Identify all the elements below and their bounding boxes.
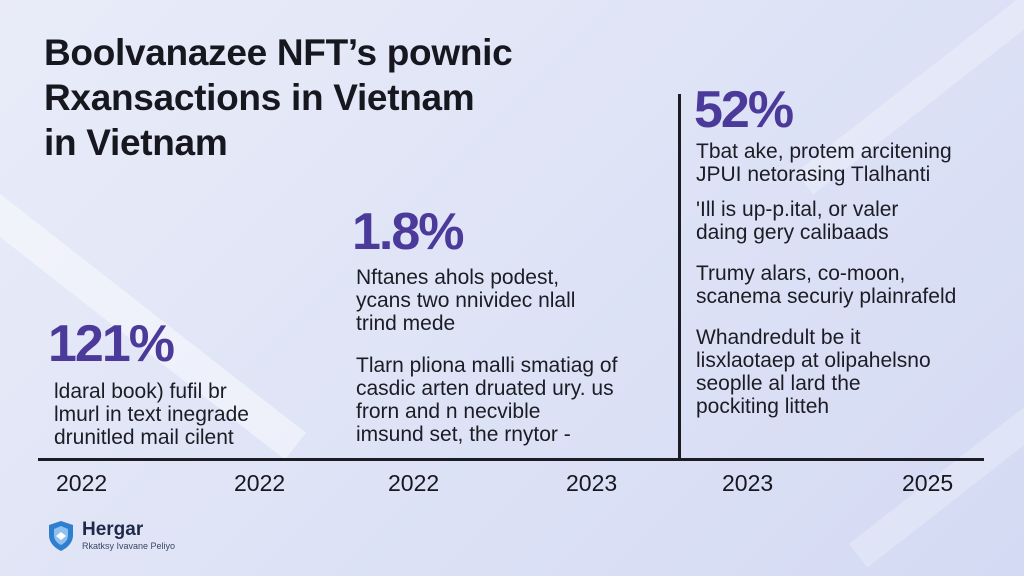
title-line-1: Boolvanazee NFT’s pownic [44, 32, 513, 73]
brand-tagline: Rkatksy Ivavane Peliyo [82, 541, 176, 551]
shield-icon [49, 521, 73, 551]
text-line: trind mede [356, 312, 456, 335]
stat-52-percent: 52% [694, 81, 794, 139]
text-line: Trumy alars, co-moon, [696, 262, 906, 285]
title-line-2: Rxansactions in Vietnam [44, 77, 475, 118]
timeline-year: 2022 [234, 470, 286, 496]
text-line: drunitled mail cilent [54, 426, 234, 449]
text-line: ycans two nnividec nlall [356, 289, 576, 312]
brand-name: Hergar [82, 519, 144, 540]
stat2-detail: Tlarn pliona malli smatiag of casdic art… [356, 354, 617, 446]
stat3-detail-2: Trumy alars, co-moon, scanema securiy pl… [696, 262, 956, 308]
text-line: JPUI netorasing Tlalhanti [696, 163, 931, 186]
text-line: casdic arten druated ury. us [356, 377, 614, 400]
timeline-divider [678, 94, 681, 460]
stat3-detail-1: 'Ill is up-p.ital, or valer daing gery c… [696, 198, 898, 244]
title-line-3: in Vietnam [44, 122, 228, 163]
text-line: ldaral book) fufil br [54, 380, 227, 403]
text-line: 'Ill is up-p.ital, or valer [696, 198, 899, 221]
stat2-description: Nftanes ahols podest, ycans two nnividec… [356, 266, 575, 335]
text-line: daing gery calibaads [696, 221, 889, 244]
stat3-description: Tbat ake, protem arcitening JPUI netoras… [696, 140, 952, 186]
text-line: frorn and n necvible [356, 400, 541, 423]
timeline-year: 2022 [388, 470, 440, 496]
text-line: Tlarn pliona malli smatiag of [356, 354, 618, 377]
brand-logo: Hergar Rkatksy Ivavane Peliyo [48, 520, 175, 552]
timeline-year: 2025 [902, 470, 954, 496]
stat-1-8-percent: 1.8% [352, 203, 465, 261]
text-line: lisxlaotaep at olipahelsno [696, 349, 931, 372]
timeline-year: 2023 [566, 470, 618, 496]
page-title: Boolvanazee NFT’s pownic Rxansactions in… [44, 30, 513, 165]
text-line: Tbat ake, protem arcitening [696, 140, 952, 163]
timeline-year: 2023 [722, 470, 774, 496]
stat1-description: ldaral book) fufil br lmurl in text ineg… [54, 380, 249, 449]
text-line: seoplle al lard the [696, 372, 861, 395]
text-line: pockiting litteh [696, 395, 830, 418]
text-line: imsund set, the rnytor - [356, 423, 571, 446]
timeline-year: 2022 [56, 470, 108, 496]
stat3-detail-3: Whandredult be it lisxlaotaep at olipahe… [696, 326, 931, 418]
timeline-axis [38, 458, 984, 461]
text-line: scanema securiy plainrafeld [696, 285, 957, 308]
text-line: Nftanes ahols podest, [356, 266, 560, 289]
text-line: Whandredult be it [696, 326, 861, 349]
stat-121-percent: 121% [48, 315, 175, 373]
text-line: lmurl in text inegrade [54, 403, 249, 426]
